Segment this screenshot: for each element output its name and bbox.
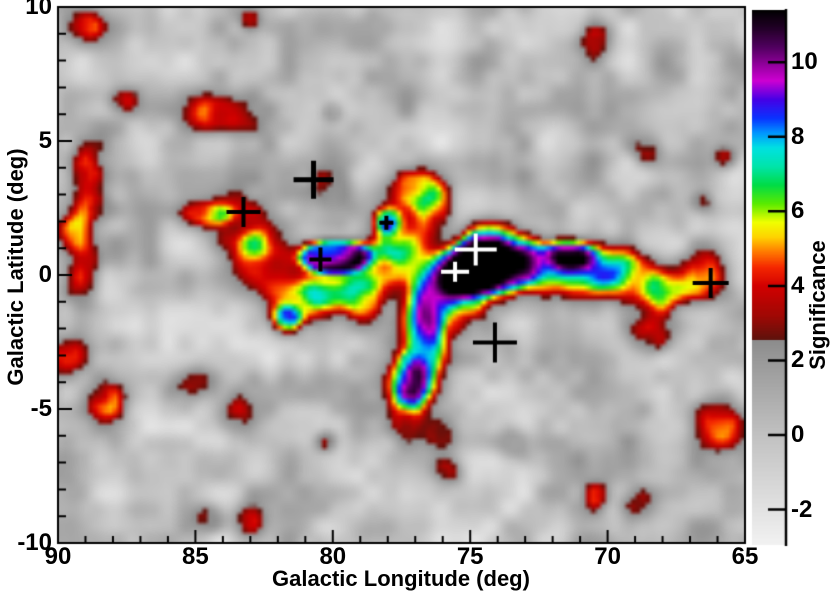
y-tick-label: -10	[17, 529, 52, 556]
colorbar-tick-label: 2	[791, 346, 805, 374]
y-axis-title: Galactic Latitude (deg)	[3, 148, 28, 386]
y-tick-label: -5	[30, 395, 52, 422]
y-tick-label: 5	[38, 127, 52, 154]
x-tick-label: 90	[44, 543, 72, 570]
x-tick-label: 65	[731, 543, 759, 570]
colorbar-tick-label: 4	[791, 271, 805, 299]
colorbar-tick-label: 10	[791, 48, 818, 76]
colorbar-tick-label: 6	[791, 197, 805, 225]
x-tick-label: 80	[319, 543, 347, 570]
y-tick-label: 10	[25, 0, 52, 20]
colorbar-tick-label: 8	[791, 122, 805, 150]
x-tick-label: 70	[594, 543, 621, 570]
y-tick-label: 0	[38, 261, 52, 288]
colorbar-tick-label: -2	[791, 495, 813, 523]
colorbar-tick-label: 0	[791, 421, 805, 449]
colorbar-title: Significance	[805, 240, 830, 370]
x-tick-label: 75	[456, 543, 484, 570]
x-tick-label: 85	[182, 543, 209, 570]
x-axis-title: Galactic Longitude (deg)	[272, 566, 530, 591]
